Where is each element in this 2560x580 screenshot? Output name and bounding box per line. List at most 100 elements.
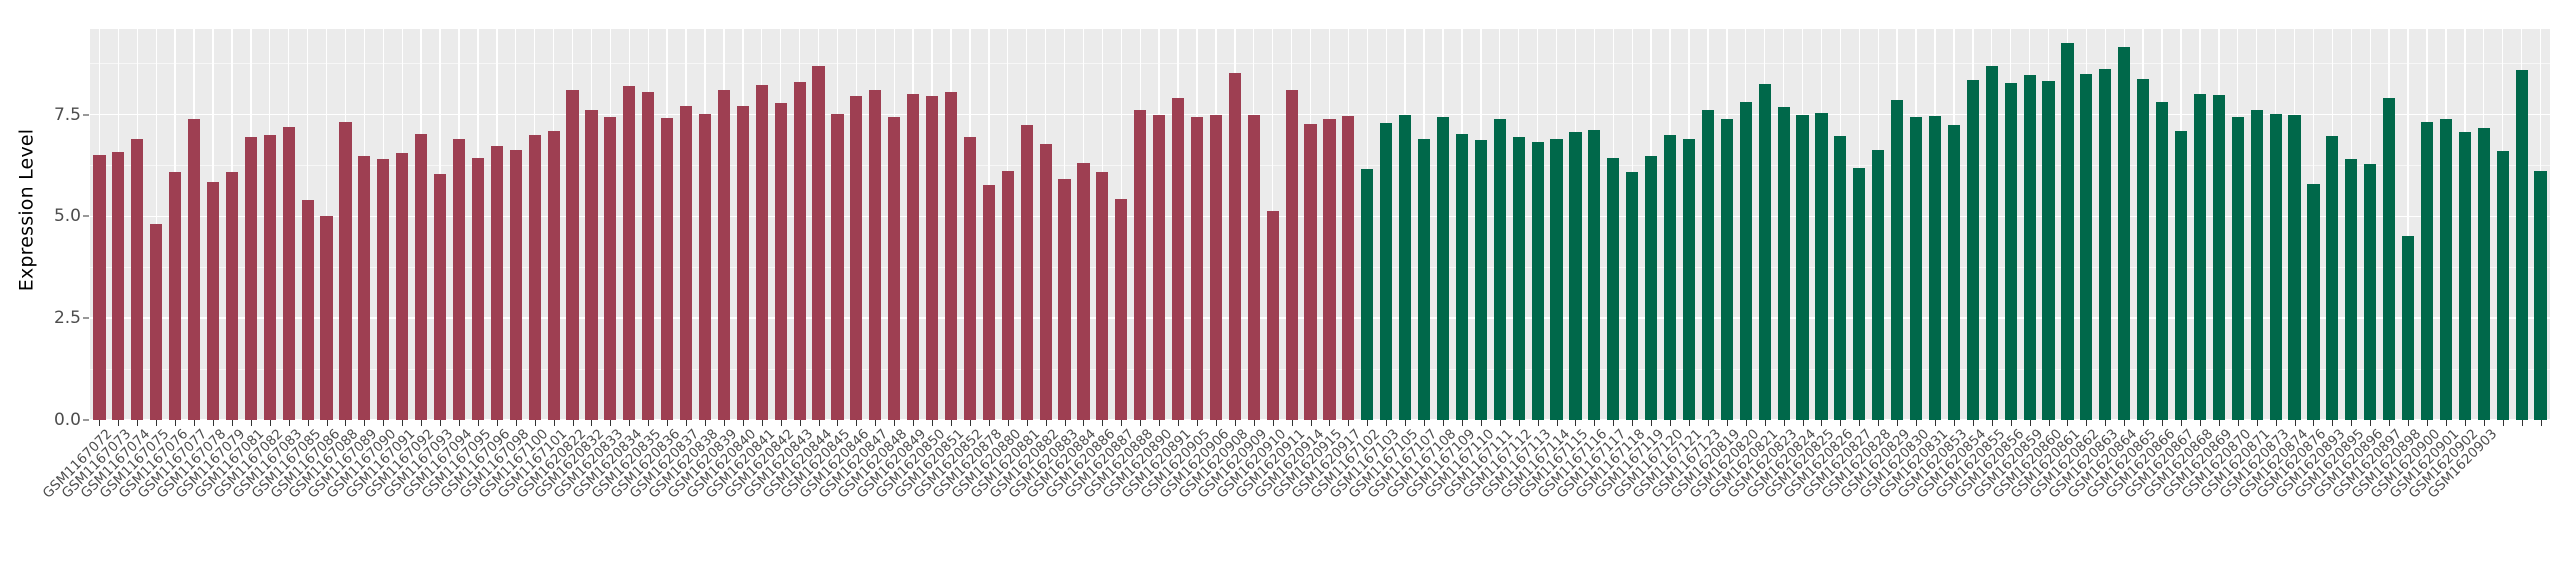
bar[interactable] — [263, 134, 276, 420]
bar[interactable] — [736, 106, 749, 420]
bar[interactable] — [661, 117, 674, 420]
bar[interactable] — [509, 149, 522, 420]
bar[interactable] — [339, 121, 352, 420]
bar[interactable] — [812, 66, 825, 420]
bar[interactable] — [1153, 114, 1166, 420]
bar[interactable] — [528, 134, 541, 420]
bar[interactable] — [2080, 73, 2093, 420]
bar[interactable] — [2288, 115, 2301, 420]
bar[interactable] — [2250, 110, 2263, 420]
bar[interactable] — [831, 113, 844, 420]
bar[interactable] — [1058, 178, 1071, 420]
bar[interactable] — [2061, 42, 2074, 420]
bar[interactable] — [1626, 171, 1639, 420]
bar[interactable] — [1134, 110, 1147, 420]
bar[interactable] — [2420, 121, 2434, 420]
bar[interactable] — [1039, 143, 1052, 420]
bar[interactable] — [282, 126, 295, 420]
bar[interactable] — [2137, 78, 2150, 420]
bar[interactable] — [2118, 47, 2131, 420]
bar[interactable] — [1569, 131, 1582, 420]
bar[interactable] — [1077, 163, 1090, 420]
bar[interactable] — [907, 94, 920, 420]
bar[interactable] — [566, 90, 579, 420]
bar[interactable] — [717, 90, 731, 420]
bar[interactable] — [1417, 138, 1431, 420]
bar[interactable] — [1682, 138, 1696, 420]
bar[interactable] — [1872, 150, 1885, 420]
bar[interactable] — [2534, 170, 2547, 420]
bar[interactable] — [301, 200, 314, 420]
bar[interactable] — [1020, 124, 1033, 420]
bar[interactable] — [2383, 98, 2396, 420]
bar[interactable] — [396, 152, 409, 420]
bar[interactable] — [1096, 171, 1109, 420]
bar[interactable] — [1342, 116, 1355, 420]
bar[interactable] — [93, 155, 106, 420]
bar[interactable] — [1891, 99, 1904, 420]
bar[interactable] — [1361, 169, 1374, 420]
bar[interactable] — [1531, 142, 1544, 420]
bar[interactable] — [1720, 118, 1733, 420]
bar[interactable] — [1512, 136, 1525, 420]
bar[interactable] — [2515, 69, 2528, 420]
bar[interactable] — [2174, 130, 2188, 420]
bar[interactable] — [244, 136, 257, 420]
bar[interactable] — [1758, 83, 1771, 420]
bar[interactable] — [755, 85, 768, 420]
bar[interactable] — [888, 116, 901, 420]
bar[interactable] — [547, 130, 560, 420]
bar[interactable] — [1190, 116, 1204, 420]
bar[interactable] — [2155, 101, 2169, 420]
bar[interactable] — [2326, 135, 2339, 420]
bar[interactable] — [1493, 119, 1506, 420]
bar[interactable] — [490, 146, 503, 420]
bar[interactable] — [869, 90, 882, 420]
bar[interactable] — [2042, 81, 2055, 420]
bar[interactable] — [2099, 68, 2112, 420]
bar[interactable] — [1834, 135, 1847, 420]
bar[interactable] — [452, 138, 466, 420]
bar[interactable] — [679, 106, 693, 420]
bar[interactable] — [1645, 156, 1658, 420]
bar[interactable] — [1815, 112, 1828, 420]
bar[interactable] — [963, 136, 977, 420]
bar[interactable] — [2477, 127, 2490, 420]
bar[interactable] — [2401, 235, 2415, 420]
bar[interactable] — [944, 92, 958, 420]
bar[interactable] — [1399, 114, 1412, 420]
bar[interactable] — [1701, 110, 1715, 420]
bar[interactable] — [1928, 116, 1942, 420]
bar[interactable] — [1266, 211, 1279, 420]
bar[interactable] — [1853, 168, 1866, 420]
bar[interactable] — [2439, 118, 2453, 420]
bar[interactable] — [1304, 123, 1317, 420]
bar[interactable] — [1739, 101, 1752, 420]
bar[interactable] — [1247, 115, 1260, 420]
bar[interactable] — [206, 182, 220, 420]
bar[interactable] — [1607, 157, 1620, 420]
bar[interactable] — [1663, 134, 1677, 420]
bar[interactable] — [2307, 183, 2320, 420]
bar[interactable] — [377, 158, 390, 420]
bar[interactable] — [1909, 116, 1923, 420]
bar[interactable] — [2345, 158, 2358, 420]
bar[interactable] — [225, 171, 239, 420]
bar[interactable] — [1777, 107, 1790, 420]
bar[interactable] — [585, 110, 598, 420]
bar[interactable] — [2231, 116, 2244, 420]
bar[interactable] — [1985, 66, 1998, 420]
bar[interactable] — [2023, 75, 2036, 420]
bar[interactable] — [1436, 116, 1450, 420]
bar[interactable] — [131, 138, 144, 420]
bar[interactable] — [187, 118, 201, 420]
bar[interactable] — [358, 156, 371, 420]
bar[interactable] — [1001, 170, 1014, 420]
bar[interactable] — [471, 157, 485, 420]
bar[interactable] — [793, 81, 806, 420]
bar[interactable] — [1285, 90, 1298, 420]
bar[interactable] — [1796, 114, 1809, 420]
bar[interactable] — [698, 113, 712, 420]
bar[interactable] — [1171, 98, 1185, 420]
bar[interactable] — [2193, 94, 2207, 420]
